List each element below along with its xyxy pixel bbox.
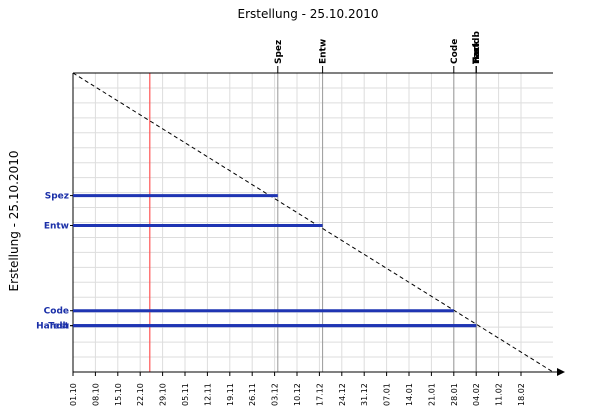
x-tick-label: 11.02	[495, 383, 504, 406]
category-label: Test	[48, 322, 69, 332]
category-label: Entw	[44, 221, 69, 231]
x-tick-label: 28.01	[450, 383, 459, 406]
x-axis-arrow	[557, 368, 565, 376]
x-tick-label: 07.01	[383, 383, 392, 406]
x-tick-label: 19.11	[226, 383, 235, 406]
milestone-label: Entw	[319, 39, 329, 64]
category-label: Code	[44, 307, 69, 317]
bars	[73, 194, 477, 328]
x-tick-label: 04.02	[472, 383, 481, 406]
x-tick-label: 08.10	[91, 383, 100, 406]
x-tick-label: 03.12	[271, 383, 280, 406]
x-tick-label: 21.01	[427, 383, 436, 406]
milestone-label: Pack	[472, 39, 482, 64]
x-tick-label: 10.12	[293, 383, 302, 406]
milestone-label: Code	[450, 39, 460, 64]
x-tick-label: 18.02	[517, 383, 526, 406]
x-tick-label: 17.12	[315, 383, 324, 406]
x-tick-label: 26.11	[248, 383, 257, 406]
x-tick-label: 22.10	[136, 383, 145, 406]
x-tick-label: 29.10	[159, 383, 168, 406]
category-label: Handb	[36, 322, 69, 332]
x-tick-label: 12.11	[203, 383, 212, 406]
milestone-label: Spez	[274, 40, 284, 64]
chart-title: Erstellung - 25.10.2010	[237, 7, 378, 21]
diagonal-reference-line	[72, 72, 554, 373]
x-tick-label: 31.12	[360, 383, 369, 406]
y-axis-label: Erstellung - 25.10.2010	[7, 150, 21, 291]
x-tick-label: 15.10	[114, 383, 123, 406]
x-tick-label: 14.01	[405, 383, 414, 406]
x-tick-label: 05.11	[181, 383, 190, 406]
x-tick-label: 01.10	[69, 383, 78, 406]
milestone-label: Handb	[472, 31, 482, 64]
x-tick-label: 24.12	[338, 383, 347, 406]
axes	[70, 72, 565, 376]
milestone-label: Test	[472, 43, 482, 64]
milestone-lines	[149, 66, 477, 372]
category-label: Spez	[45, 192, 69, 202]
